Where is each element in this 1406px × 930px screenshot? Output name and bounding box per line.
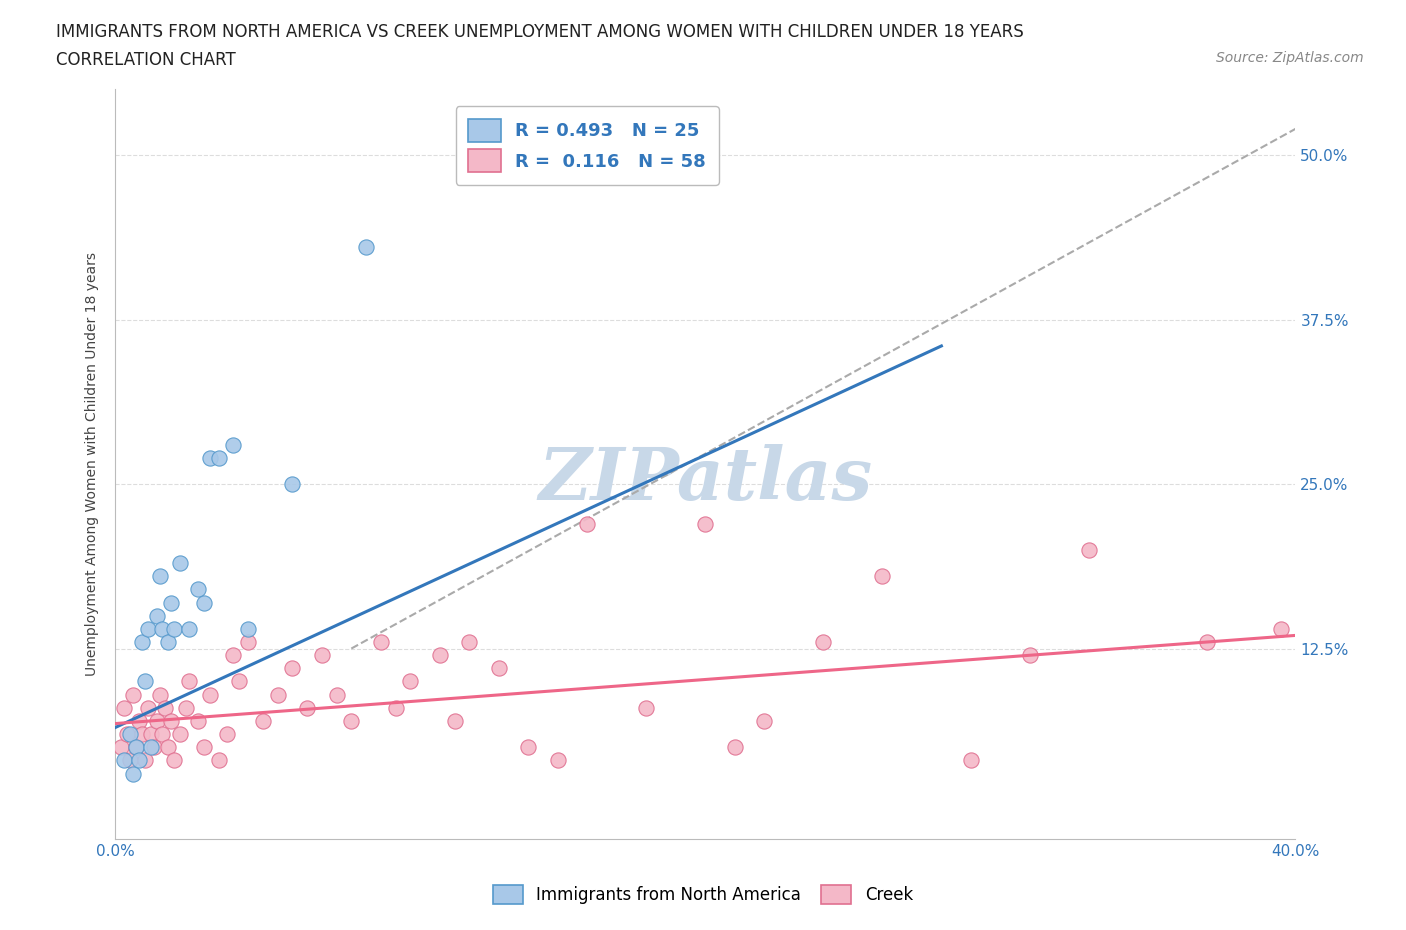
Point [198, 450, 221, 465]
Point [139, 726, 162, 741]
Point [193, 595, 215, 610]
Point [228, 674, 250, 689]
Point [112, 700, 135, 715]
Point [252, 713, 274, 728]
Point [695, 516, 717, 531]
Text: CORRELATION CHART: CORRELATION CHART [56, 51, 236, 69]
Point [325, 687, 347, 702]
Point [118, 753, 141, 768]
Point [488, 661, 510, 676]
Point [311, 647, 333, 662]
Point [134, 753, 156, 768]
Point [370, 634, 392, 649]
Point [163, 621, 186, 636]
Point [169, 555, 191, 570]
Point [236, 621, 259, 636]
Text: Source: ZipAtlas.com: Source: ZipAtlas.com [1216, 51, 1364, 65]
Point [813, 634, 835, 649]
Point [174, 700, 197, 715]
Point [125, 739, 148, 754]
Point [163, 753, 186, 768]
Point [340, 713, 363, 728]
Point [266, 687, 288, 702]
Point [160, 713, 183, 728]
Point [155, 700, 177, 715]
Point [177, 674, 200, 689]
Point [122, 766, 145, 781]
Point [139, 739, 162, 754]
Point [148, 569, 170, 584]
Point [281, 477, 304, 492]
Point [281, 661, 304, 676]
Point [443, 713, 465, 728]
Point [122, 687, 145, 702]
Point [198, 687, 221, 702]
Text: ZIPatlas: ZIPatlas [538, 444, 873, 515]
Point [118, 726, 141, 741]
Point [1195, 634, 1218, 649]
Point [125, 739, 148, 754]
Point [145, 608, 167, 623]
Point [207, 753, 229, 768]
Point [152, 621, 174, 636]
Point [960, 753, 983, 768]
Point [128, 713, 150, 728]
Point [384, 700, 406, 715]
Point [157, 739, 180, 754]
Point [217, 726, 239, 741]
Point [872, 569, 894, 584]
Point [517, 739, 540, 754]
Point [136, 700, 159, 715]
Point [187, 582, 209, 597]
Point [207, 450, 229, 465]
Point [131, 726, 153, 741]
Point [222, 437, 245, 452]
Point [724, 739, 747, 754]
Point [110, 739, 132, 754]
Point [177, 621, 200, 636]
Point [115, 726, 138, 741]
Point [458, 634, 481, 649]
Point [112, 753, 135, 768]
Point [429, 647, 451, 662]
Point [152, 726, 174, 741]
Point [128, 753, 150, 768]
Point [1270, 621, 1292, 636]
Y-axis label: Unemployment Among Women with Children Under 18 years: Unemployment Among Women with Children U… [86, 252, 100, 676]
Point [145, 713, 167, 728]
Legend: Immigrants from North America, Creek: Immigrants from North America, Creek [485, 876, 921, 912]
Point [193, 739, 215, 754]
Point [169, 726, 191, 741]
Point [295, 700, 318, 715]
Point [142, 739, 165, 754]
Point [1077, 542, 1099, 557]
Point [399, 674, 422, 689]
Point [754, 713, 776, 728]
Point [576, 516, 599, 531]
Text: IMMIGRANTS FROM NORTH AMERICA VS CREEK UNEMPLOYMENT AMONG WOMEN WITH CHILDREN UN: IMMIGRANTS FROM NORTH AMERICA VS CREEK U… [56, 23, 1024, 41]
Point [136, 621, 159, 636]
Point [354, 240, 377, 255]
Legend: R = 0.493   N = 25, R =  0.116   N = 58: R = 0.493 N = 25, R = 0.116 N = 58 [456, 106, 718, 185]
Point [236, 634, 259, 649]
Point [157, 634, 180, 649]
Point [547, 753, 569, 768]
Point [187, 713, 209, 728]
Point [636, 700, 658, 715]
Point [1019, 647, 1042, 662]
Point [148, 687, 170, 702]
Point [131, 634, 153, 649]
Point [160, 595, 183, 610]
Point [222, 647, 245, 662]
Point [134, 674, 156, 689]
